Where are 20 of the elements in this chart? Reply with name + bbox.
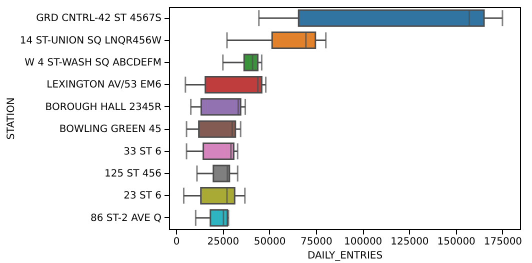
- y-axis-title: STATION: [6, 97, 17, 140]
- y-tick-label: LEXINGTON AV/53 EM6: [46, 80, 162, 91]
- y-tick-label: W 4 ST-WASH SQ ABCDEFM: [24, 58, 162, 68]
- x-tick-label: 0: [173, 236, 180, 248]
- x-tick-label: 100000: [344, 236, 382, 248]
- x-tick-label: 125000: [390, 236, 429, 248]
- y-tick-label: GRD CNTRL-42 ST 4567S: [36, 13, 162, 24]
- y-tick-label: 14 ST-UNION SQ LNQR456W: [20, 35, 162, 46]
- x-axis-title: DAILY_ENTRIES: [307, 250, 383, 262]
- y-tick-label: 23 ST 6: [124, 190, 162, 202]
- x-tick-label: 175000: [484, 236, 522, 248]
- x-tick-label: 150000: [437, 236, 476, 248]
- x-tick-label: 50000: [254, 236, 286, 248]
- y-tick-label: 33 ST 6: [124, 146, 162, 158]
- x-tick-label: 25000: [207, 236, 240, 248]
- y-tick-label: 125 ST 456: [104, 168, 162, 180]
- y-tick-label: BOROUGH HALL 2345R: [45, 102, 162, 113]
- x-tick-label: 75000: [300, 236, 332, 248]
- y-tick-label: BOWLING GREEN 45: [59, 124, 162, 136]
- y-tick-label: 86 ST-2 AVE Q: [90, 212, 162, 224]
